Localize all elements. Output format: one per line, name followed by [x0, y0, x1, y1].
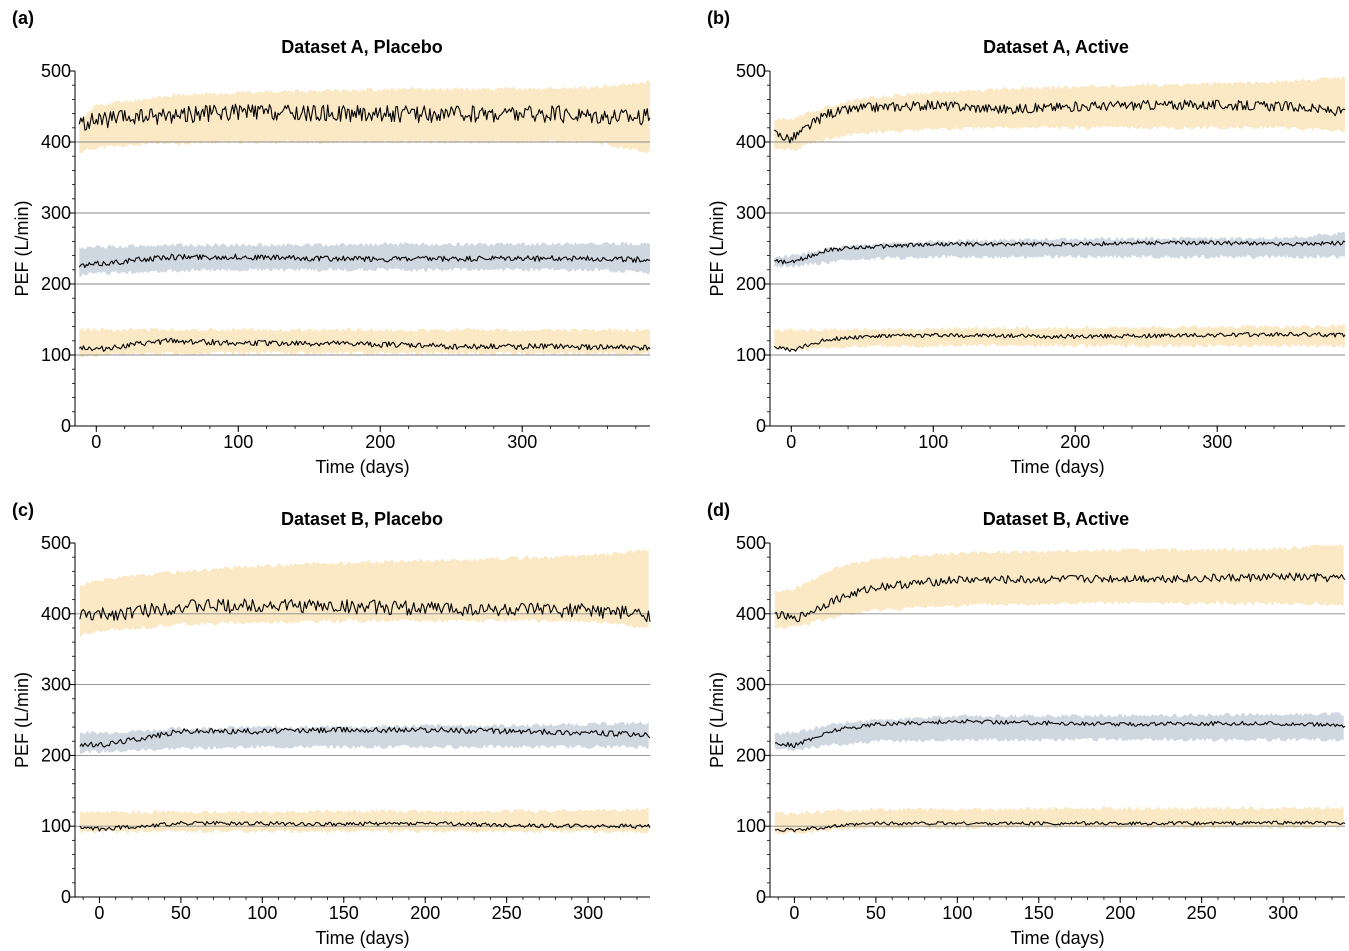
y-tick-label: 400	[736, 604, 766, 624]
panel-letter: (b)	[707, 8, 730, 28]
y-tick-label: 400	[41, 604, 71, 624]
panel-a: (a) Dataset A, Placebo 0 100 200 300 400 500 0 10…	[12, 8, 651, 477]
series-line-1	[774, 99, 1346, 144]
band-1	[79, 79, 651, 154]
series-line-2	[79, 726, 651, 748]
x-tick-label: 200	[410, 903, 440, 923]
y-axis-title: PEF (L/min)	[707, 672, 727, 768]
chart-title: Dataset A, Placebo	[281, 37, 442, 57]
y-tick-label: 100	[41, 345, 71, 365]
median-lines	[78, 103, 651, 352]
y-tick-label: 500	[736, 61, 766, 81]
band-2	[774, 712, 1344, 752]
x-tick-label: 200	[1060, 432, 1090, 452]
x-tick-label: 250	[492, 903, 522, 923]
x-tick-label: 300	[507, 432, 537, 452]
series-line-1	[79, 598, 651, 623]
band-3	[79, 807, 649, 834]
median-lines	[774, 99, 1346, 353]
y-tick-label: 200	[736, 274, 766, 294]
x-tick-label: 150	[1024, 903, 1054, 923]
y-tick-label: 200	[41, 745, 71, 765]
y-tick-label: 0	[61, 416, 71, 436]
panel-b: (b) Dataset A, Active 0 100 200 300 400 500 0 100…	[707, 8, 1346, 477]
panel-letter: (c)	[12, 500, 34, 520]
y-tick-label: 0	[61, 887, 71, 907]
x-tick-label: 50	[171, 903, 191, 923]
chart-title: Dataset B, Placebo	[281, 509, 443, 529]
y-tick-label: 100	[41, 816, 71, 836]
y-axis-title: PEF (L/min)	[12, 672, 32, 768]
x-tick-label: 300	[573, 903, 603, 923]
y-tick-label: 300	[41, 203, 71, 223]
x-tick-label: 100	[247, 903, 277, 923]
x-tick-label: 0	[786, 432, 796, 452]
y-tick-label: 200	[736, 745, 766, 765]
x-tick-label: 100	[223, 432, 253, 452]
x-tick-label: 300	[1268, 903, 1298, 923]
x-axis-title: Time (days)	[315, 457, 409, 477]
series-line-3	[79, 820, 651, 832]
x-tick-label: 200	[365, 432, 395, 452]
y-tick-label: 100	[736, 816, 766, 836]
y-tick-label: 100	[736, 345, 766, 365]
median-lines	[79, 598, 651, 832]
bands	[774, 75, 1345, 352]
x-tick-label: 200	[1105, 903, 1135, 923]
series-line-2	[78, 253, 651, 269]
x-tick-label: 250	[1187, 903, 1217, 923]
y-tick-label: 0	[756, 887, 766, 907]
y-tick-label: 400	[736, 132, 766, 152]
series-line-2	[774, 240, 1346, 265]
x-axis-title: Time (days)	[1010, 457, 1104, 477]
band-3	[774, 323, 1345, 352]
y-tick-label: 500	[41, 61, 71, 81]
y-tick-label: 500	[41, 533, 71, 553]
band-1	[79, 548, 649, 637]
x-tick-label: 300	[1202, 432, 1232, 452]
y-tick-label: 0	[756, 416, 766, 436]
x-tick-label: 50	[866, 903, 886, 923]
panel-letter: (a)	[12, 8, 34, 28]
series-line-3	[78, 337, 651, 352]
panel-c: (c) Dataset B, Placebo 0 100 200 300 400 500 0 50…	[12, 500, 651, 948]
band-3	[79, 327, 651, 358]
y-tick-label: 500	[736, 533, 766, 553]
chart-title: Dataset A, Active	[983, 37, 1129, 57]
x-tick-label: 100	[942, 903, 972, 923]
band-2	[774, 231, 1345, 268]
series-line-2	[774, 718, 1346, 749]
band-3	[774, 805, 1344, 836]
panel-d: (d) Dataset B, Active 0 100 200 300 400 500 0 50 1…	[707, 500, 1346, 948]
y-tick-label: 400	[41, 132, 71, 152]
band-1	[774, 543, 1344, 630]
series-line-1	[774, 572, 1346, 623]
x-tick-label: 0	[94, 903, 104, 923]
x-axis-title: Time (days)	[315, 928, 409, 948]
bands	[79, 548, 649, 834]
band-1	[774, 75, 1345, 152]
bands	[79, 79, 651, 358]
x-tick-label: 150	[329, 903, 359, 923]
panel-letter: (d)	[707, 500, 730, 520]
x-axis-title: Time (days)	[1010, 928, 1104, 948]
chart-title: Dataset B, Active	[983, 509, 1129, 529]
y-tick-label: 200	[41, 274, 71, 294]
y-axis-title: PEF (L/min)	[12, 200, 32, 296]
x-tick-label: 0	[91, 432, 101, 452]
series-line-3	[774, 331, 1346, 353]
band-2	[79, 721, 649, 754]
y-tick-label: 300	[736, 203, 766, 223]
y-tick-label: 300	[41, 675, 71, 695]
series-line-3	[774, 820, 1346, 833]
series-line-1	[78, 103, 651, 131]
y-tick-label: 300	[736, 675, 766, 695]
x-tick-label: 100	[918, 432, 948, 452]
x-tick-label: 0	[789, 903, 799, 923]
bands	[774, 543, 1344, 836]
y-axis-title: PEF (L/min)	[707, 200, 727, 296]
median-lines	[774, 572, 1346, 833]
